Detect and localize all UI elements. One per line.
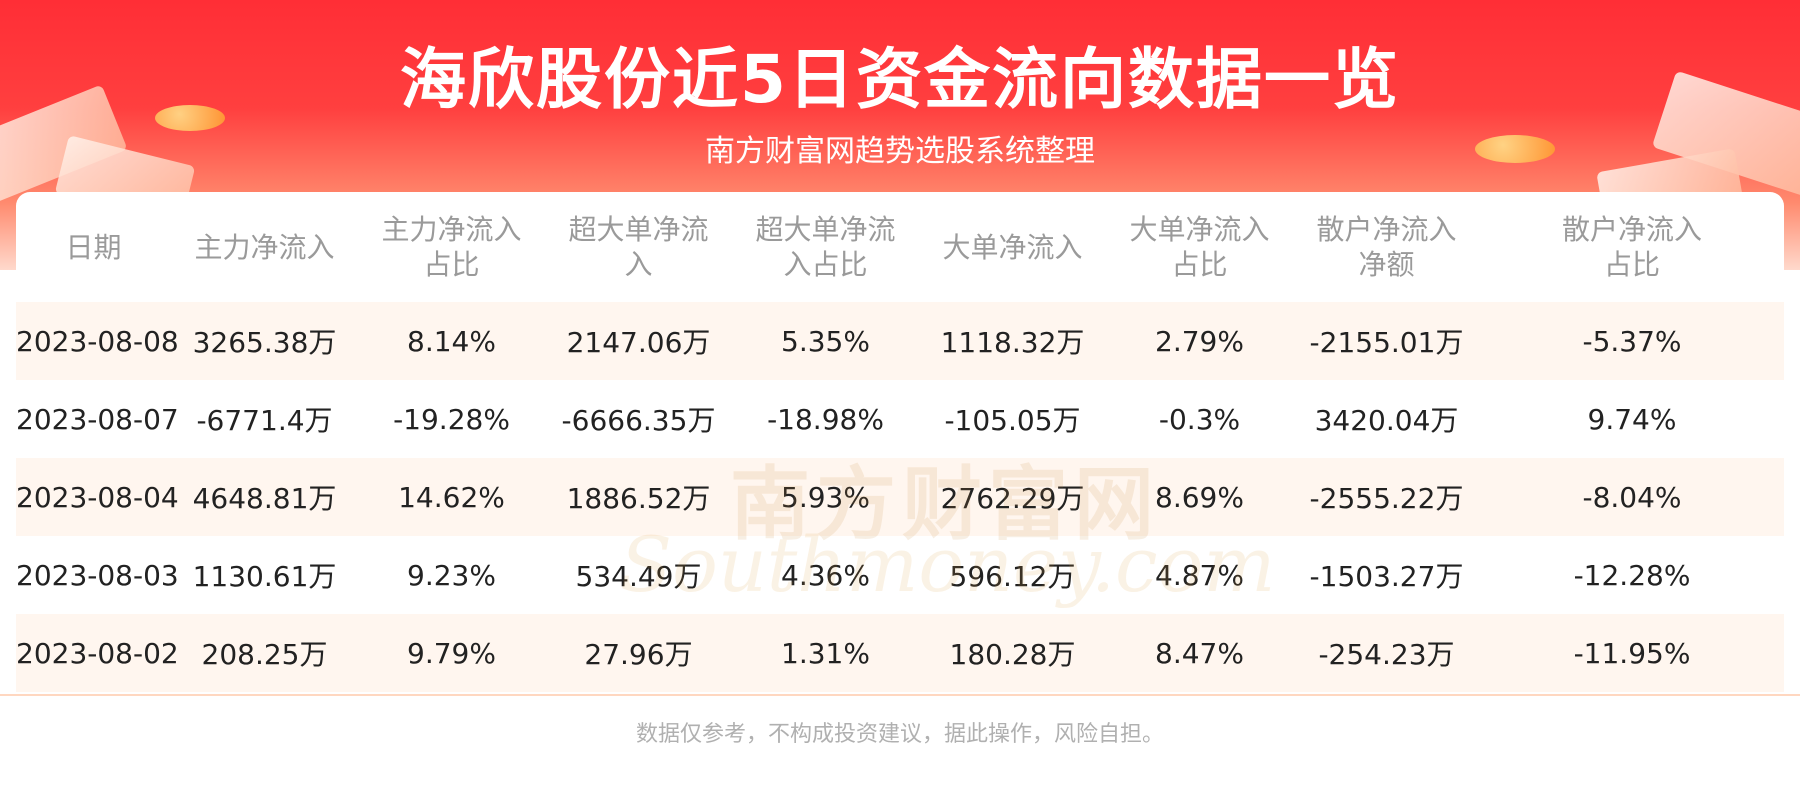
- table-row: 2023-08-07 -6771.4万 -19.28% -6666.35万 -18.98…: [16, 380, 1784, 458]
- table-cell-large-net-inflow: -105.05万: [919, 380, 1106, 458]
- table-cell-main-net-inflow-ratio: 9.23%: [358, 536, 545, 614]
- table-cell-large-net-inflow-ratio: 8.47%: [1106, 614, 1293, 692]
- table-cell-retail-net-inflow: -254.23万: [1293, 614, 1480, 692]
- table-cell-date: 2023-08-08: [16, 302, 179, 380]
- table-row: 2023-08-08 3265.38万 8.14% 2147.06万 5.35% 1118…: [16, 302, 1784, 380]
- table-row: 2023-08-02 208.25万 9.79% 27.96万 1.31% 180.28万…: [16, 614, 1784, 692]
- column-header-date: 日期: [65, 230, 122, 264]
- page-title: 海欣股份近5日资金流向数据一览: [400, 41, 1400, 118]
- table-cell-retail-net-inflow-ratio: -5.37%: [1480, 302, 1784, 380]
- table-cell-super-large-net-inflow: 1886.52万: [545, 458, 732, 536]
- table-cell-main-net-inflow-ratio: 8.14%: [358, 302, 545, 380]
- column-header-main-net-inflow: 主力净流入: [194, 230, 335, 264]
- table-cell-retail-net-inflow: 3420.04万: [1293, 380, 1480, 458]
- table-body: 2023-08-08 3265.38万 8.14% 2147.06万 5.35% 1118…: [16, 302, 1784, 692]
- table-cell-date: 2023-08-07: [16, 380, 179, 458]
- table-cell-main-net-inflow: -6771.4万: [171, 380, 358, 458]
- table-cell-main-net-inflow-ratio: -19.28%: [358, 380, 545, 458]
- table-cell-super-large-net-inflow: 27.96万: [545, 614, 732, 692]
- table-cell-large-net-inflow-ratio: 4.87%: [1106, 536, 1293, 614]
- column-header-super-large-net-inflow-ratio: 超大单净流 入占比: [755, 213, 896, 281]
- table-cell-super-large-net-inflow-ratio: -18.98%: [732, 380, 919, 458]
- table-cell-super-large-net-inflow: 534.49万: [545, 536, 732, 614]
- table-cell-large-net-inflow-ratio: 2.79%: [1106, 302, 1293, 380]
- table-cell-large-net-inflow-ratio: 8.69%: [1106, 458, 1293, 536]
- column-header-large-net-inflow-ratio: 大单净流入 占比: [1129, 213, 1270, 281]
- decorative-coin-left: [155, 105, 225, 131]
- table-cell-date: 2023-08-04: [16, 458, 179, 536]
- table-cell-main-net-inflow: 208.25万: [171, 614, 358, 692]
- table-cell-super-large-net-inflow: 2147.06万: [545, 302, 732, 380]
- table-cell-retail-net-inflow-ratio: -12.28%: [1480, 536, 1784, 614]
- table-cell-super-large-net-inflow-ratio: 5.35%: [732, 302, 919, 380]
- table-cell-retail-net-inflow: -2155.01万: [1293, 302, 1480, 380]
- column-header-retail-net-inflow-ratio: 散户净流入 占比: [1561, 213, 1702, 281]
- table-cell-retail-net-inflow-ratio: 9.74%: [1480, 380, 1784, 458]
- decorative-coin-right: [1475, 135, 1555, 163]
- column-header-large-net-inflow: 大单净流入: [942, 230, 1083, 264]
- table-cell-retail-net-inflow-ratio: -8.04%: [1480, 458, 1784, 536]
- disclaimer-text: 数据仅参考，不构成投资建议，据此操作，风险自担。: [635, 722, 1164, 747]
- table-cell-super-large-net-inflow-ratio: 5.93%: [732, 458, 919, 536]
- table-cell-main-net-inflow: 4648.81万: [171, 458, 358, 536]
- table-cell-large-net-inflow: 1118.32万: [919, 302, 1106, 380]
- page-subtitle: 南方财富网趋势选股系统整理: [705, 134, 1095, 169]
- column-header-retail-net-inflow: 散户净流入 净额: [1316, 213, 1457, 281]
- table-cell-retail-net-inflow: -1503.27万: [1293, 536, 1480, 614]
- table-cell-large-net-inflow: 2762.29万: [919, 458, 1106, 536]
- table-cell-main-net-inflow: 3265.38万: [171, 302, 358, 380]
- table-cell-large-net-inflow: 180.28万: [919, 614, 1106, 692]
- table-row: 2023-08-04 4648.81万 14.62% 1886.52万 5.93% 276…: [16, 458, 1784, 536]
- column-header-super-large-net-inflow: 超大单净流入: [568, 213, 709, 281]
- table-cell-date: 2023-08-02: [16, 614, 179, 692]
- table-cell-main-net-inflow-ratio: 9.79%: [358, 614, 545, 692]
- table-cell-main-net-inflow-ratio: 14.62%: [358, 458, 545, 536]
- column-header-main-net-inflow-ratio: 主力净流入 占比: [381, 213, 522, 281]
- table-cell-retail-net-inflow: -2555.22万: [1293, 458, 1480, 536]
- table-cell-large-net-inflow: 596.12万: [919, 536, 1106, 614]
- table-cell-main-net-inflow: 1130.61万: [171, 536, 358, 614]
- footer-divider: [0, 694, 1800, 696]
- table-header-row: 日期 主力净流入 主力净流入 占比 超大单净流入超大单净流 入占比 大单净流入 大单净流入 占比…: [16, 192, 1784, 302]
- table-cell-large-net-inflow-ratio: -0.3%: [1106, 380, 1293, 458]
- fund-flow-table: 日期 主力净流入 主力净流入 占比 超大单净流入超大单净流 入占比 大单净流入 大单净流入 占比…: [16, 192, 1784, 692]
- table-cell-super-large-net-inflow-ratio: 4.36%: [732, 536, 919, 614]
- table-cell-date: 2023-08-03: [16, 536, 179, 614]
- table-cell-retail-net-inflow-ratio: -11.95%: [1480, 614, 1784, 692]
- table-cell-super-large-net-inflow-ratio: 1.31%: [732, 614, 919, 692]
- table-cell-super-large-net-inflow: -6666.35万: [545, 380, 732, 458]
- table-row: 2023-08-03 1130.61万 9.23% 534.49万 4.36% 596.1…: [16, 536, 1784, 614]
